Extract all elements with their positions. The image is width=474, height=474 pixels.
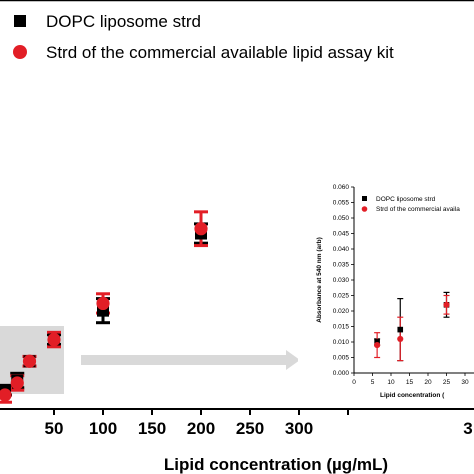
main-x-tick-label: 200 bbox=[187, 419, 215, 438]
main-x-tick-label: 100 bbox=[89, 419, 117, 438]
inset-y-tick-label: 0.025 bbox=[333, 293, 350, 300]
main-x-tick-label: 150 bbox=[138, 419, 166, 438]
legend-label-commercial-kit: Strd of the commercial available lipid a… bbox=[46, 43, 394, 62]
inset-x-tick-label: 15 bbox=[406, 379, 414, 386]
inset-y-tick-label: 0.040 bbox=[333, 246, 350, 253]
main-legend: DOPC liposome strd Strd of the commercia… bbox=[13, 12, 394, 62]
inset-square-point bbox=[374, 339, 380, 345]
inset-square-point bbox=[397, 326, 404, 333]
inset-x-tick-label: 30 bbox=[461, 379, 469, 386]
inset-y-tick-label: 0.010 bbox=[333, 339, 350, 346]
main-x-ticks: 50 100 150 200 250 300 3 bbox=[45, 409, 473, 438]
inset-y-tick-label: 0.050 bbox=[333, 215, 350, 222]
inset-legend-square-marker bbox=[362, 196, 367, 201]
main-data-points bbox=[0, 210, 208, 404]
inset-y-tick-label: 0.005 bbox=[333, 355, 350, 362]
main-circle-point bbox=[10, 376, 24, 390]
inset-legend-label-dopc: DOPC liposome strd bbox=[376, 196, 436, 203]
main-circle-point bbox=[194, 222, 208, 236]
inset-x-tick-label: 20 bbox=[424, 379, 432, 386]
main-x-tick-label: 250 bbox=[236, 419, 264, 438]
inset-x-axis-label: Lipid concentration ( bbox=[380, 392, 445, 399]
inset-circle-point bbox=[397, 335, 404, 342]
inset-circle-point bbox=[374, 342, 381, 349]
main-circle-point bbox=[47, 332, 61, 347]
inset-chart: 0.060 0.055 0.050 0.045 0.040 0.035 0.030 0.025… bbox=[298, 178, 474, 408]
inset-x-tick-label: 0 bbox=[352, 379, 356, 386]
legend-label-dopc: DOPC liposome strd bbox=[46, 12, 201, 31]
inset-x-tick-label: 25 bbox=[443, 379, 451, 386]
inset-y-tick-label: 0.000 bbox=[333, 370, 350, 377]
main-circle-point bbox=[22, 354, 37, 368]
inset-y-tick-label: 0.035 bbox=[333, 262, 350, 269]
legend-circle-marker bbox=[13, 45, 27, 59]
main-x-tick-label: 300 bbox=[285, 419, 313, 438]
inset-y-ticks: 0.060 0.055 0.050 0.045 0.040 0.035 0.030 0.025… bbox=[333, 184, 354, 377]
inset-legend: DOPC liposome strd Strd of the commercia… bbox=[361, 196, 460, 213]
main-x-axis-label: Lipid concentration (µg/mL) bbox=[164, 455, 388, 474]
main-x-tick-label: 3 bbox=[463, 419, 472, 438]
inset-circle-point bbox=[443, 301, 450, 308]
inset-data-points bbox=[374, 291, 450, 362]
inset-x-ticks: 0510152025303 bbox=[352, 373, 469, 386]
legend-square-marker bbox=[14, 15, 26, 27]
inset-x-tick-label: 10 bbox=[387, 379, 395, 386]
inset-y-tick-label: 0.060 bbox=[333, 184, 350, 191]
arrow-to-inset bbox=[81, 350, 300, 370]
inset-y-tick-label: 0.055 bbox=[333, 200, 350, 207]
inset-y-tick-label: 0.015 bbox=[333, 324, 350, 331]
inset-y-tick-label: 0.030 bbox=[333, 277, 350, 284]
inset-y-axis-label: Absorbance at 540 nm (arb) bbox=[316, 237, 323, 323]
main-circle-point bbox=[96, 296, 110, 311]
main-x-tick-label: 50 bbox=[45, 419, 64, 438]
inset-legend-circle-marker bbox=[361, 206, 368, 212]
inset-y-tick-label: 0.020 bbox=[333, 308, 350, 315]
inset-y-tick-label: 0.045 bbox=[333, 231, 350, 238]
main-circle-point bbox=[0, 388, 12, 402]
inset-x-tick-label: 5 bbox=[371, 379, 375, 386]
inset-legend-label-commercial-kit: Strd of the commercial availa bbox=[376, 206, 460, 213]
